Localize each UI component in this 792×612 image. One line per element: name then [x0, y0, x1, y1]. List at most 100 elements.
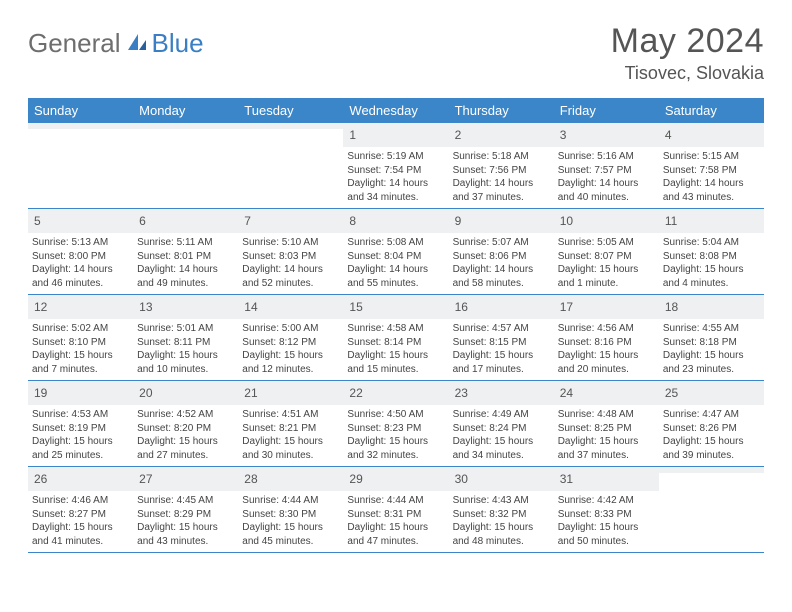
- day-info: Sunrise: 4:51 AMSunset: 8:21 PMDaylight:…: [242, 408, 339, 462]
- calendar-cell: 20 Sunrise: 4:52 AMSunset: 8:20 PMDayligh…: [133, 381, 238, 466]
- dayname-fri: Friday: [554, 98, 659, 123]
- daynum-row: 10: [554, 209, 659, 233]
- daynum-row: 24: [554, 381, 659, 405]
- day-info: Sunrise: 4:52 AMSunset: 8:20 PMDaylight:…: [137, 408, 234, 462]
- day-number: 30: [455, 472, 468, 486]
- day-info: Sunrise: 4:56 AMSunset: 8:16 PMDaylight:…: [558, 322, 655, 376]
- dayname-sun: Sunday: [28, 98, 133, 123]
- day-number: 18: [665, 300, 678, 314]
- info-daylight1: Daylight: 15 hours: [347, 349, 444, 363]
- calendar-cell: 26Sunrise: 4:46 AMSunset: 8:27 PMDayligh…: [28, 467, 133, 552]
- info-daylight2: and 58 minutes.: [453, 277, 550, 291]
- day-info: Sunrise: 4:53 AMSunset: 8:19 PMDaylight:…: [32, 408, 129, 462]
- info-daylight2: and 43 minutes.: [663, 191, 760, 205]
- calendar-cell: 1Sunrise: 5:19 AMSunset: 7:54 PMDaylight…: [343, 123, 448, 208]
- daynum-row: 22: [343, 381, 448, 405]
- calendar-cell: 15 Sunrise: 4:58 AMSunset: 8:14 PMDayligh…: [343, 295, 448, 380]
- info-sunrise: Sunrise: 4:58 AM: [347, 322, 444, 336]
- daynum-row: [659, 467, 764, 473]
- day-info: Sunrise: 5:15 AMSunset: 7:58 PMDaylight:…: [663, 150, 760, 204]
- day-number: 14: [244, 300, 257, 314]
- info-sunset: Sunset: 8:03 PM: [242, 250, 339, 264]
- info-sunset: Sunset: 8:33 PM: [558, 508, 655, 522]
- info-sunrise: Sunrise: 4:50 AM: [347, 408, 444, 422]
- info-daylight2: and 50 minutes.: [558, 535, 655, 549]
- info-daylight2: and 12 minutes.: [242, 363, 339, 377]
- info-daylight1: Daylight: 15 hours: [663, 263, 760, 277]
- location-label: Tisovec, Slovakia: [611, 63, 764, 84]
- calendar-cell: 11Sunrise: 5:04 AMSunset: 8:08 PMDayligh…: [659, 209, 764, 294]
- day-number: 21: [244, 386, 257, 400]
- day-number: 22: [349, 386, 362, 400]
- day-number: 6: [139, 214, 146, 228]
- daynum-row: 16: [449, 295, 554, 319]
- daynum-row: 27: [133, 467, 238, 491]
- calendar-cell: [133, 123, 238, 208]
- day-info: Sunrise: 4:48 AMSunset: 8:25 PMDaylight:…: [558, 408, 655, 462]
- daynum-row: [238, 123, 343, 129]
- calendar: Sunday Monday Tuesday Wednesday Thursday…: [28, 98, 764, 553]
- info-daylight2: and 25 minutes.: [32, 449, 129, 463]
- info-daylight2: and 40 minutes.: [558, 191, 655, 205]
- day-number: 31: [560, 472, 573, 486]
- day-info: Sunrise: 4:45 AMSunset: 8:29 PMDaylight:…: [137, 494, 234, 548]
- info-daylight1: Daylight: 15 hours: [137, 435, 234, 449]
- calendar-page: General Blue May 2024 Tisovec, Slovakia …: [0, 0, 792, 573]
- info-daylight1: Daylight: 15 hours: [558, 521, 655, 535]
- info-sunset: Sunset: 8:27 PM: [32, 508, 129, 522]
- info-daylight2: and 20 minutes.: [558, 363, 655, 377]
- info-sunrise: Sunrise: 5:18 AM: [453, 150, 550, 164]
- day-info: Sunrise: 5:11 AMSunset: 8:01 PMDaylight:…: [137, 236, 234, 290]
- daynum-row: 14: [238, 295, 343, 319]
- calendar-cell: [28, 123, 133, 208]
- info-sunrise: Sunrise: 5:08 AM: [347, 236, 444, 250]
- info-daylight2: and 17 minutes.: [453, 363, 550, 377]
- page-title: May 2024: [611, 22, 764, 61]
- info-daylight1: Daylight: 15 hours: [32, 435, 129, 449]
- info-daylight1: Daylight: 15 hours: [453, 521, 550, 535]
- calendar-cell: 7Sunrise: 5:10 AMSunset: 8:03 PMDaylight…: [238, 209, 343, 294]
- day-number: 17: [560, 300, 573, 314]
- info-sunset: Sunset: 7:58 PM: [663, 164, 760, 178]
- calendar-cell: 14Sunrise: 5:00 AMSunset: 8:12 PMDayligh…: [238, 295, 343, 380]
- calendar-cell: 13 Sunrise: 5:01 AMSunset: 8:11 PMDayligh…: [133, 295, 238, 380]
- info-daylight2: and 47 minutes.: [347, 535, 444, 549]
- day-info: Sunrise: 5:16 AMSunset: 7:57 PMDaylight:…: [558, 150, 655, 204]
- calendar-cell: 24 Sunrise: 4:48 AMSunset: 8:25 PMDayligh…: [554, 381, 659, 466]
- info-sunrise: Sunrise: 5:15 AM: [663, 150, 760, 164]
- info-sunset: Sunset: 8:08 PM: [663, 250, 760, 264]
- info-daylight1: Daylight: 15 hours: [242, 349, 339, 363]
- day-number: 7: [244, 214, 251, 228]
- info-sunset: Sunset: 8:32 PM: [453, 508, 550, 522]
- info-sunset: Sunset: 8:14 PM: [347, 336, 444, 350]
- info-daylight1: Daylight: 15 hours: [242, 435, 339, 449]
- day-number: 15: [349, 300, 362, 314]
- day-number: 13: [139, 300, 152, 314]
- day-number: 28: [244, 472, 257, 486]
- info-sunrise: Sunrise: 4:52 AM: [137, 408, 234, 422]
- info-daylight1: Daylight: 15 hours: [663, 349, 760, 363]
- info-daylight1: Daylight: 14 hours: [453, 263, 550, 277]
- info-daylight1: Daylight: 15 hours: [137, 349, 234, 363]
- calendar-cell: 12Sunrise: 5:02 AMSunset: 8:10 PMDayligh…: [28, 295, 133, 380]
- day-info: Sunrise: 4:58 AMSunset: 8:14 PMDaylight:…: [347, 322, 444, 376]
- info-sunset: Sunset: 7:54 PM: [347, 164, 444, 178]
- day-info: Sunrise: 5:01 AMSunset: 8:11 PMDaylight:…: [137, 322, 234, 376]
- day-number: 24: [560, 386, 573, 400]
- day-number: 11: [665, 214, 677, 228]
- info-sunrise: Sunrise: 4:43 AM: [453, 494, 550, 508]
- day-info: Sunrise: 5:18 AMSunset: 7:56 PMDaylight:…: [453, 150, 550, 204]
- info-sunrise: Sunrise: 4:56 AM: [558, 322, 655, 336]
- info-daylight2: and 37 minutes.: [453, 191, 550, 205]
- info-sunset: Sunset: 8:26 PM: [663, 422, 760, 436]
- daynum-row: 4: [659, 123, 764, 147]
- daynum-row: 20: [133, 381, 238, 405]
- info-sunset: Sunset: 8:11 PM: [137, 336, 234, 350]
- info-daylight2: and 37 minutes.: [558, 449, 655, 463]
- day-info: Sunrise: 4:44 AMSunset: 8:31 PMDaylight:…: [347, 494, 444, 548]
- day-info: Sunrise: 4:57 AMSunset: 8:15 PMDaylight:…: [453, 322, 550, 376]
- info-daylight2: and 32 minutes.: [347, 449, 444, 463]
- daynum-row: [28, 123, 133, 129]
- daynum-row: 29: [343, 467, 448, 491]
- info-sunrise: Sunrise: 4:46 AM: [32, 494, 129, 508]
